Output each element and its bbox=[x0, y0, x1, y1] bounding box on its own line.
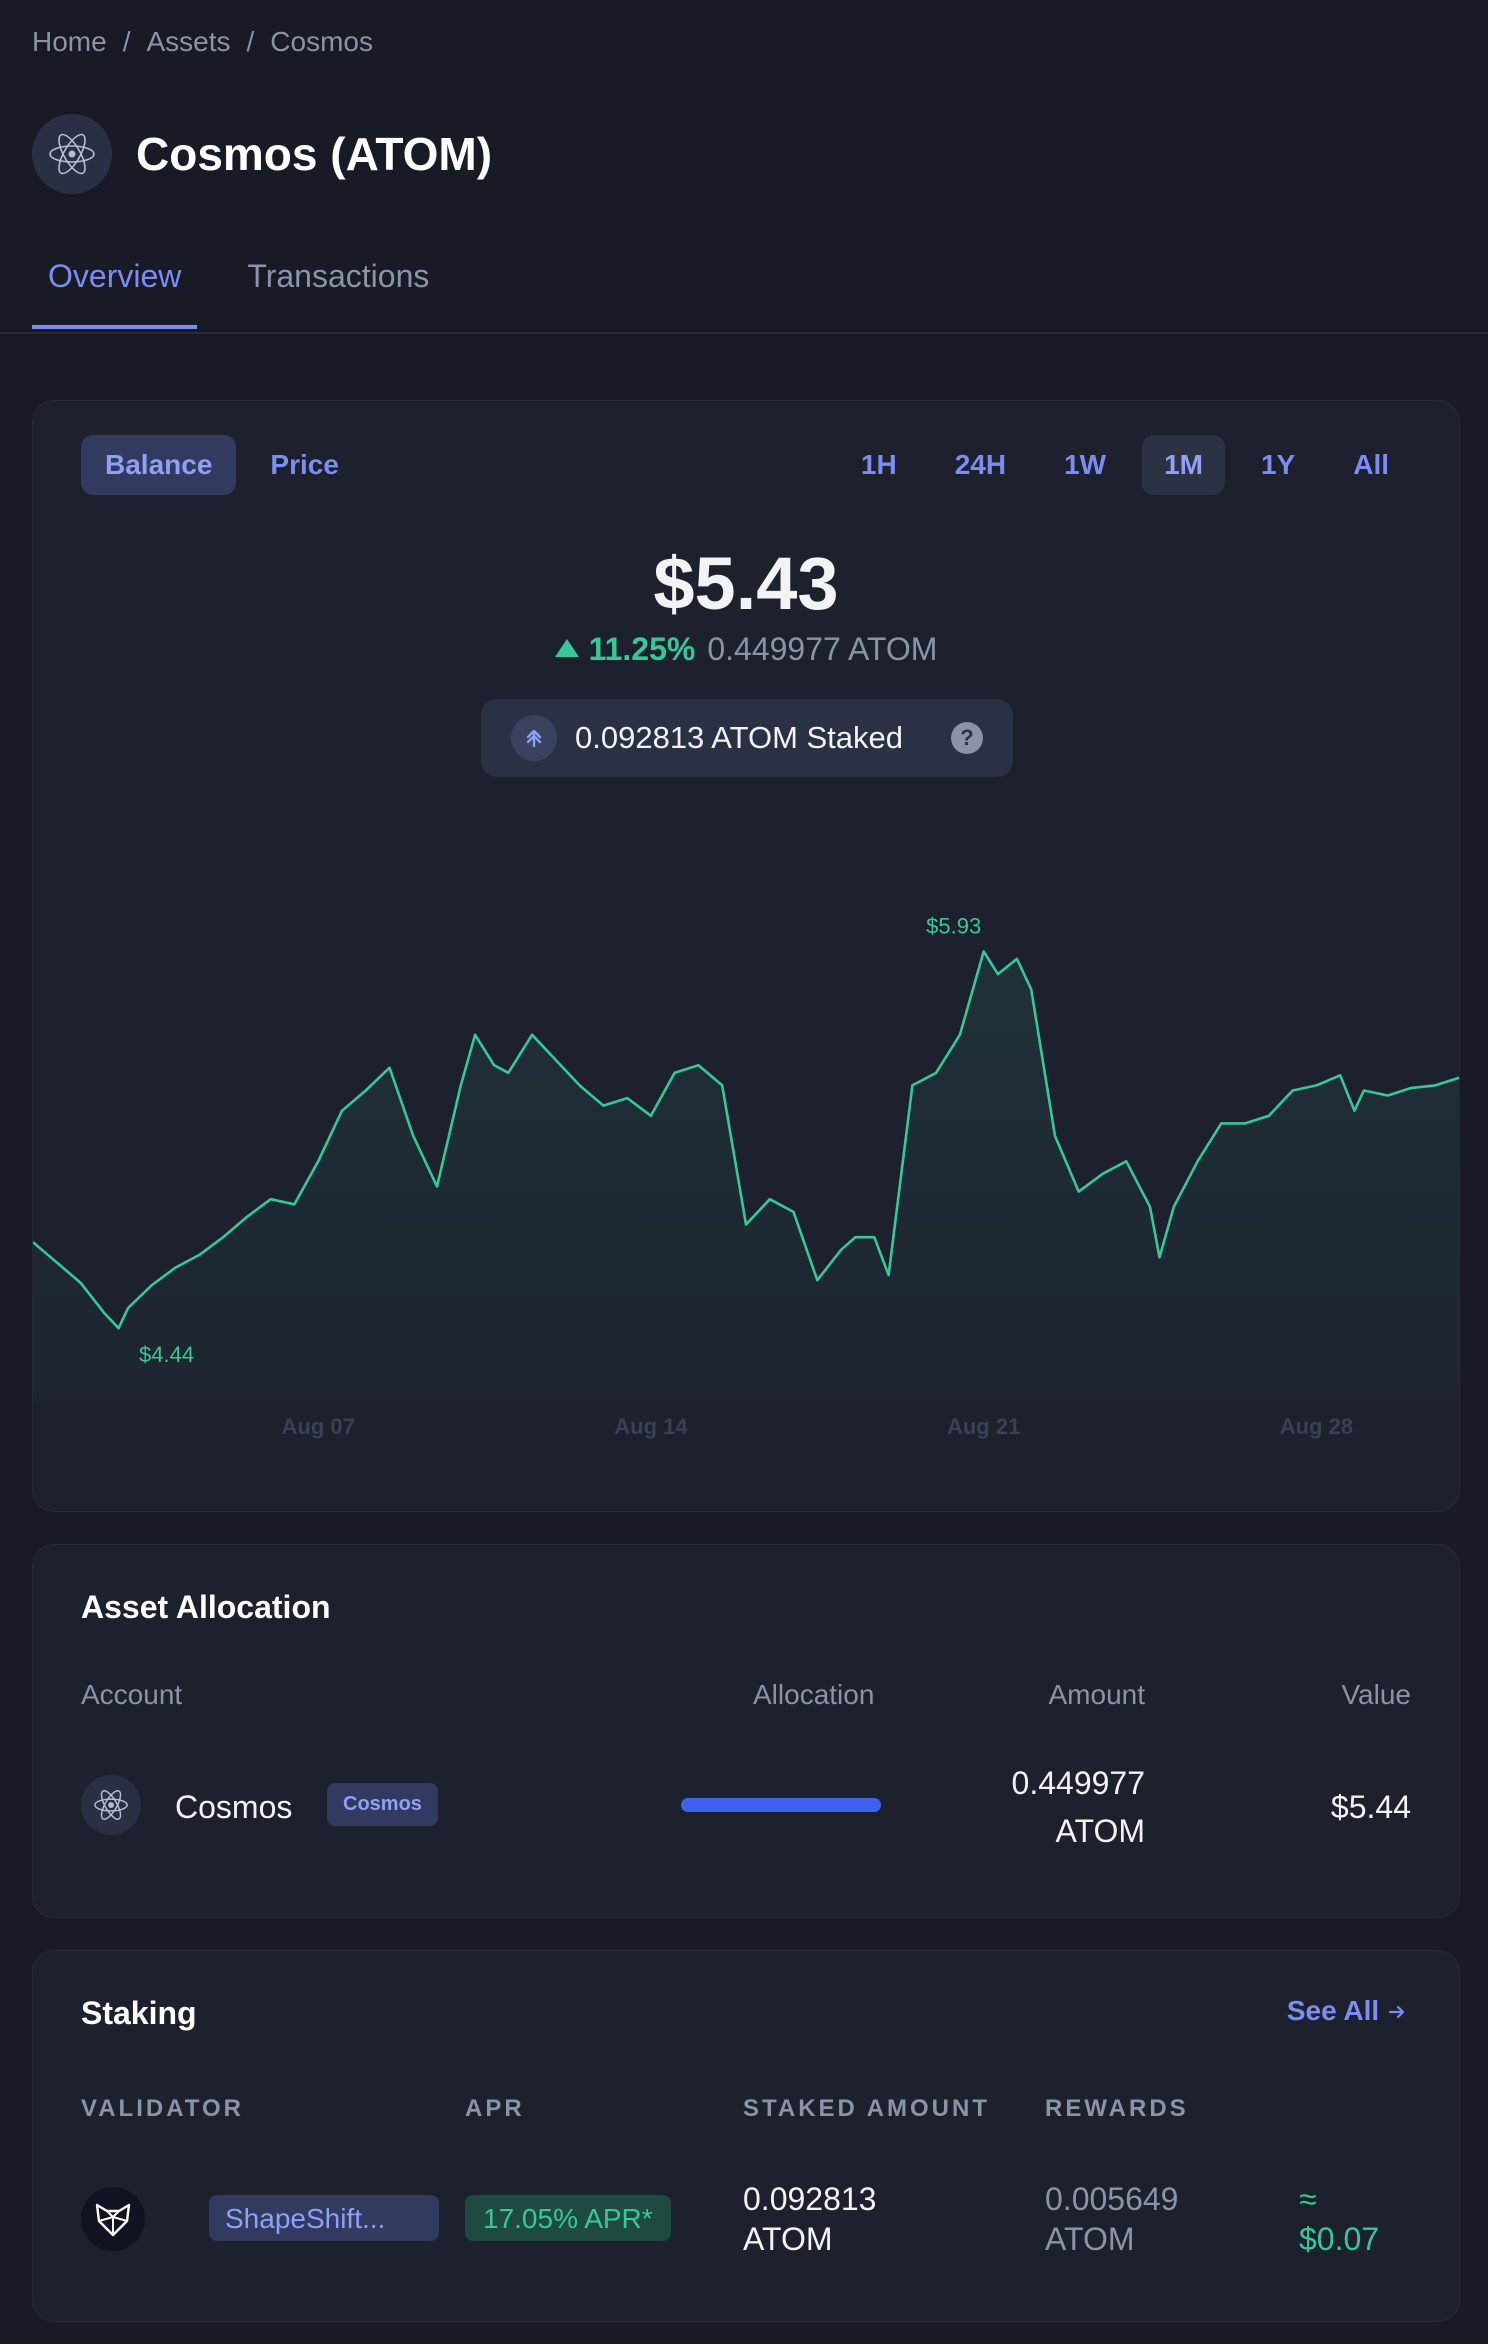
range-all-button[interactable]: All bbox=[1353, 449, 1389, 480]
chart-mode-toggle: Balance Price bbox=[81, 435, 363, 495]
chart-x-axis: Aug 07 Aug 14 Aug 21 Aug 28 bbox=[282, 1414, 1354, 1439]
tab-transactions[interactable]: Transactions bbox=[247, 258, 430, 294]
balance-chart-card: Balance Price 1H 24H 1W 1M 1Y All $5.43 … bbox=[32, 400, 1460, 1512]
x-tick-label: Aug 28 bbox=[1280, 1414, 1353, 1439]
cosmos-atom-icon bbox=[32, 114, 112, 194]
account-amount-value: 0.449977 bbox=[1011, 1765, 1145, 1801]
tab-overview[interactable]: Overview bbox=[32, 250, 198, 329]
balance-chart: $5.93 $4.44 Aug 07 Aug 14 Aug 21 Aug 28 bbox=[33, 913, 1460, 1439]
column-header-staked-amount: STAKED AMOUNT bbox=[743, 2095, 990, 2122]
account-amount-unit: ATOM bbox=[1055, 1813, 1145, 1849]
chart-min-label: $4.44 bbox=[139, 1342, 194, 1367]
breadcrumb: Home / Assets / Cosmos bbox=[32, 26, 373, 58]
up-arrow-icon bbox=[554, 639, 579, 657]
page-title: Cosmos (ATOM) bbox=[136, 128, 493, 180]
staking-title: Staking bbox=[81, 1995, 197, 2031]
column-header-amount: Amount bbox=[1048, 1679, 1146, 1710]
tabs-divider bbox=[0, 332, 1488, 334]
balance-value: $5.43 bbox=[653, 542, 839, 625]
column-header-apr: APR bbox=[465, 2095, 525, 2122]
staked-summary[interactable]: 0.092813 ATOM Staked ? bbox=[481, 699, 1013, 777]
chart-series-line bbox=[33, 950, 1460, 1330]
range-1w-button[interactable]: 1W bbox=[1064, 449, 1107, 480]
staked-amount-text: 0.092813 ATOM Staked bbox=[575, 720, 904, 755]
staking-card: Staking See All VALIDATOR APR STAKED AMO… bbox=[32, 1950, 1460, 2322]
allocation-bar bbox=[681, 1798, 881, 1812]
rewards-amount: 0.005649 ATOM bbox=[1045, 2179, 1178, 2259]
column-header-value: Value bbox=[1341, 1679, 1411, 1710]
price-toggle-button[interactable]: Price bbox=[270, 449, 339, 480]
cosmos-atom-icon bbox=[81, 1775, 141, 1835]
column-header-rewards: REWARDS bbox=[1045, 2095, 1189, 2122]
staked-amount-value: 0.092813 bbox=[743, 2181, 877, 2217]
staked-amount: 0.092813 ATOM bbox=[743, 2179, 876, 2259]
staked-amount-unit: ATOM bbox=[743, 2221, 833, 2257]
see-all-link[interactable]: See All bbox=[1287, 1995, 1407, 2027]
x-tick-label: Aug 21 bbox=[947, 1414, 1020, 1439]
time-range-selector: 1H 24H 1W 1M 1Y All bbox=[839, 435, 1411, 495]
shapeshift-fox-icon bbox=[81, 2187, 145, 2251]
balance-toggle-button[interactable]: Balance bbox=[81, 435, 237, 495]
column-header-validator: VALIDATOR bbox=[81, 2095, 244, 2122]
breadcrumb-separator: / bbox=[122, 26, 131, 57]
change-percent: 11.25% bbox=[588, 631, 696, 667]
apr-badge: 17.05% APR* bbox=[465, 2195, 671, 2241]
breadcrumb-separator: / bbox=[246, 26, 255, 57]
range-1h-button[interactable]: 1H bbox=[860, 449, 897, 480]
rewards-approx-symbol: ≈ bbox=[1299, 2181, 1317, 2217]
column-header-account: Account bbox=[81, 1679, 183, 1710]
chart-area-fill bbox=[33, 951, 1459, 1401]
account-name: Cosmos bbox=[175, 1789, 293, 1825]
range-24h-button[interactable]: 24H bbox=[954, 449, 1007, 480]
x-tick-label: Aug 07 bbox=[282, 1414, 355, 1439]
rewards-fiat-value: ≈ $0.07 bbox=[1299, 2179, 1379, 2259]
column-header-allocation: Allocation bbox=[753, 1679, 875, 1710]
arrow-right-icon bbox=[1388, 2005, 1405, 2019]
asset-header: Cosmos (ATOM) bbox=[32, 114, 492, 194]
validator-name[interactable]: ShapeShift... bbox=[209, 2195, 439, 2241]
allocation-title: Asset Allocation bbox=[81, 1589, 331, 1625]
help-icon[interactable]: ? bbox=[951, 722, 983, 754]
breadcrumb-home[interactable]: Home bbox=[32, 26, 107, 57]
chart-max-label: $5.93 bbox=[926, 913, 981, 938]
account-amount: 0.449977 ATOM bbox=[1012, 1759, 1145, 1855]
rewards-fiat-amount: $0.07 bbox=[1299, 2221, 1380, 2257]
account-chain-badge: Cosmos bbox=[327, 1783, 438, 1826]
stake-arrow-icon bbox=[511, 715, 557, 761]
rewards-amount-unit: ATOM bbox=[1045, 2221, 1135, 2257]
asset-allocation-card: Asset Allocation Account Allocation Amou… bbox=[32, 1544, 1460, 1918]
range-1m-button[interactable]: 1M bbox=[1142, 435, 1225, 495]
breadcrumb-current: Cosmos bbox=[270, 26, 373, 57]
rewards-amount-value: 0.005649 bbox=[1045, 2181, 1179, 2217]
range-1y-button[interactable]: 1Y bbox=[1260, 449, 1296, 480]
asset-tabs: Overview Transactions bbox=[32, 250, 445, 329]
breadcrumb-assets[interactable]: Assets bbox=[146, 26, 231, 57]
account-value: $5.44 bbox=[1330, 1789, 1411, 1825]
balance-crypto-amount: 0.449977 ATOM bbox=[707, 631, 938, 667]
x-tick-label: Aug 14 bbox=[614, 1414, 688, 1439]
balance-change: 11.25% 0.449977 ATOM bbox=[33, 631, 1459, 668]
see-all-label: See All bbox=[1286, 1995, 1380, 2026]
